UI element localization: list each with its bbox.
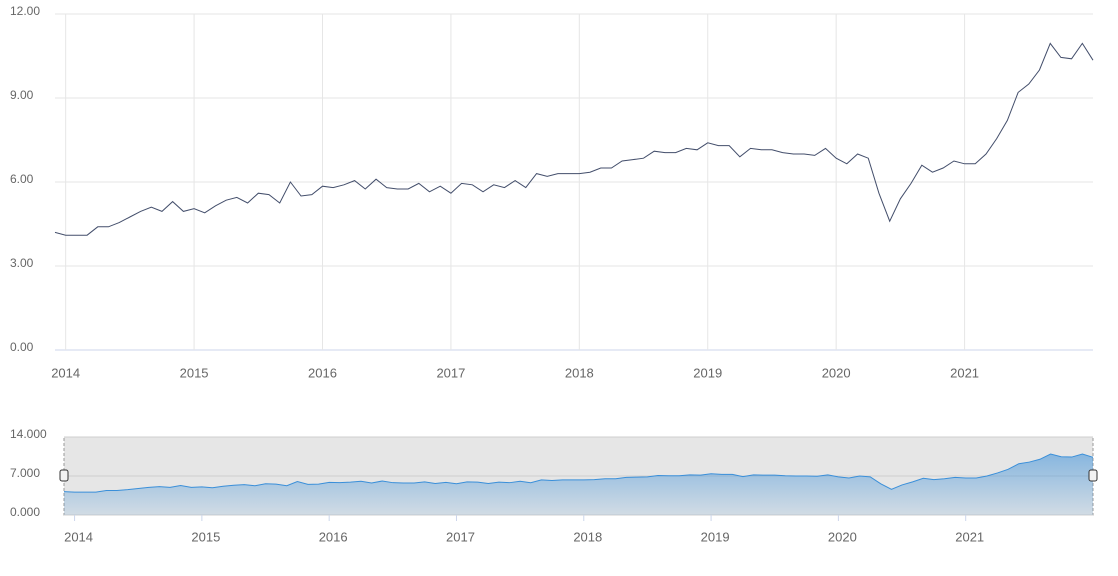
navigator-x-tick-label: 2021 [955, 529, 984, 544]
x-tick-label: 2014 [51, 365, 80, 380]
y-tick-label: 0.00 [10, 340, 34, 354]
navigator-x-tick-label: 2015 [191, 529, 220, 544]
x-tick-label: 2020 [822, 365, 851, 380]
navigator-x-tick-label: 2019 [701, 529, 730, 544]
navigator-handle[interactable] [59, 469, 69, 482]
x-tick-label: 2016 [308, 365, 337, 380]
navigator-handle[interactable] [1088, 469, 1098, 482]
navigator-area [64, 453, 1093, 515]
navigator-x-tick-label: 2016 [319, 529, 348, 544]
x-tick-label: 2019 [693, 365, 722, 380]
y-tick-label: 12.00 [10, 4, 40, 18]
x-tick-label: 2021 [950, 365, 979, 380]
x-tick-label: 2015 [180, 365, 209, 380]
navigator-y-tick-label: 0.000 [10, 505, 40, 519]
x-tick-label: 2018 [565, 365, 594, 380]
y-tick-label: 3.00 [10, 256, 34, 270]
navigator-x-tick-label: 2014 [64, 529, 93, 544]
data-line [54, 42, 1094, 236]
navigator-x-tick-label: 2017 [446, 529, 475, 544]
x-tick-label: 2017 [436, 365, 465, 380]
navigator-y-tick-label: 14.000 [10, 427, 47, 441]
y-tick-label: 9.00 [10, 88, 34, 102]
navigator-x-tick-label: 2020 [828, 529, 857, 544]
navigator-y-tick-label: 7.000 [10, 466, 40, 480]
y-tick-label: 6.00 [10, 172, 34, 186]
navigator-line [63, 453, 1094, 493]
navigator-x-tick-label: 2018 [573, 529, 602, 544]
